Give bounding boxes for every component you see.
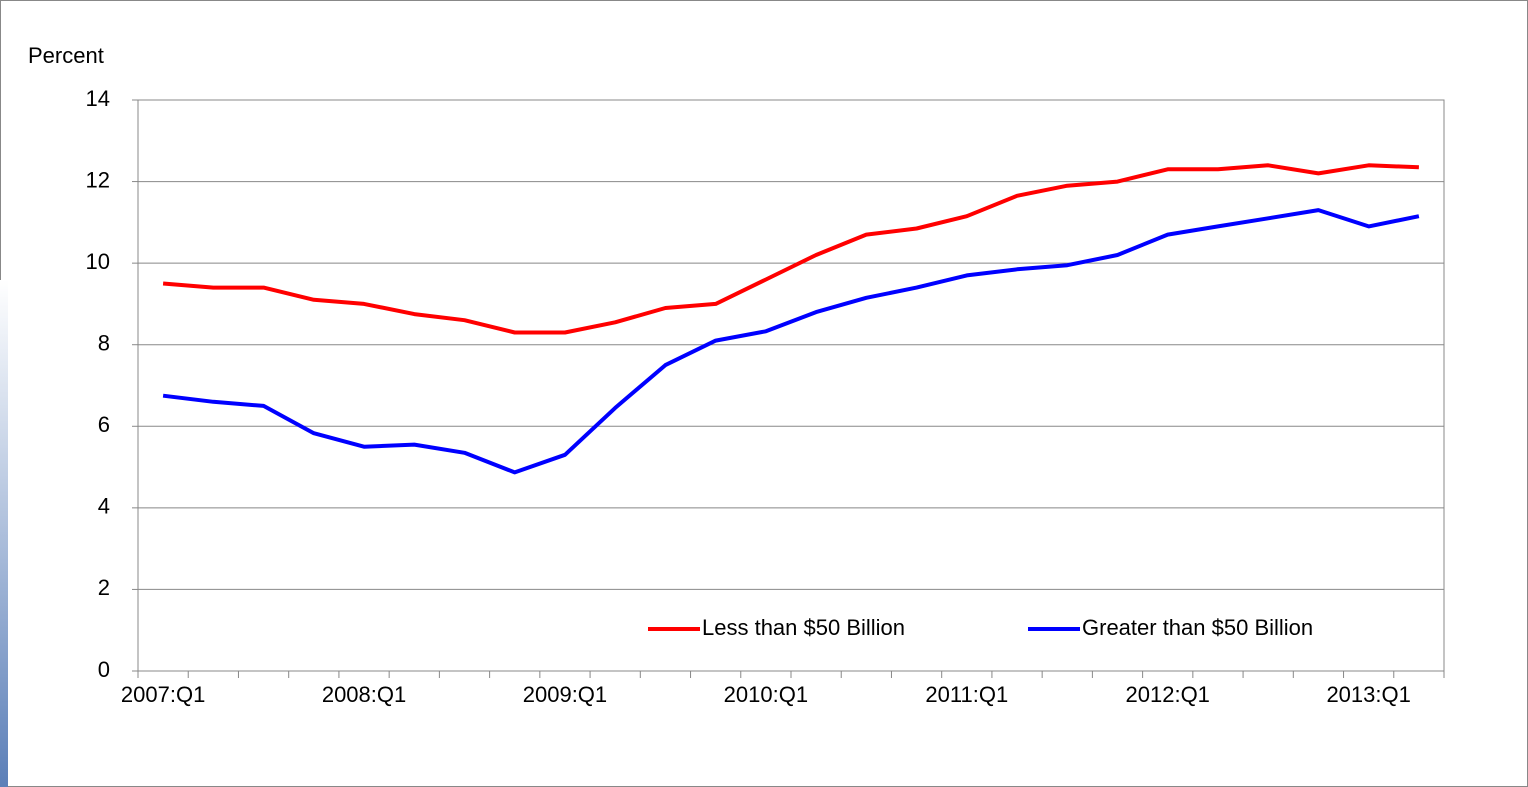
x-tick-label: 2012:Q1 bbox=[1126, 682, 1210, 707]
x-tick-label: 2007:Q1 bbox=[121, 682, 205, 707]
y-tick-label: 6 bbox=[98, 412, 110, 437]
series-line bbox=[162, 163, 1419, 335]
y-tick-label: 10 bbox=[86, 249, 110, 274]
y-tick-label: 0 bbox=[98, 657, 110, 682]
x-tick-label: 2009:Q1 bbox=[523, 682, 607, 707]
y-tick-label: 14 bbox=[86, 86, 110, 111]
y-tick-label: 2 bbox=[98, 575, 110, 600]
y-tick-label: 8 bbox=[98, 331, 110, 356]
series-line bbox=[162, 208, 1420, 475]
legend-label: Less than $50 Billion bbox=[702, 615, 905, 640]
x-tick-label: 2013:Q1 bbox=[1326, 682, 1410, 707]
y-tick-label: 4 bbox=[98, 494, 110, 519]
x-tick-label: 2010:Q1 bbox=[724, 682, 808, 707]
y-axis-label: Percent bbox=[28, 43, 104, 68]
x-tick-label: 2011:Q1 bbox=[925, 682, 1008, 707]
decor-strip bbox=[0, 280, 8, 787]
y-tick-label: 12 bbox=[86, 167, 110, 192]
x-tick-label: 2008:Q1 bbox=[322, 682, 406, 707]
legend-label: Greater than $50 Billion bbox=[1082, 615, 1313, 640]
